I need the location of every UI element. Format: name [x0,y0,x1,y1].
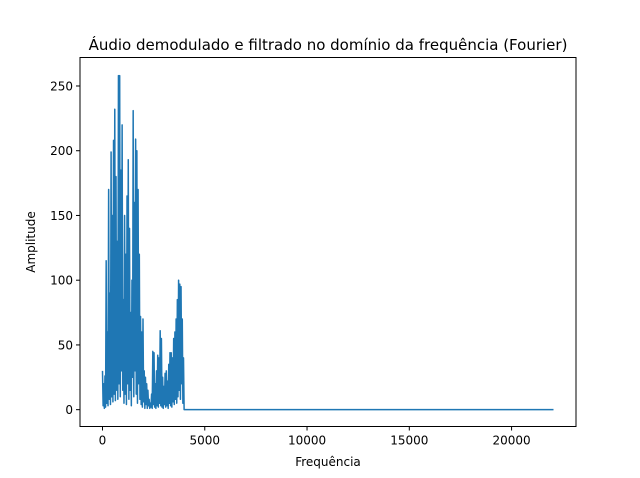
plot-frame [79,57,577,427]
x-tick-label: 0 [99,434,107,448]
chart-title: Áudio demodulado e filtrado no domínio d… [89,35,568,54]
x-tick-label: 10000 [288,434,326,448]
y-tick-label: 100 [50,274,73,288]
x-tick-label: 5000 [189,434,220,448]
plot-area [80,57,576,427]
y-tick-label: 0 [65,403,73,417]
y-axis-label: Amplitude [24,211,38,273]
y-tick-label: 150 [50,209,73,223]
x-tick-label: 20000 [492,434,530,448]
series-line-0 [101,74,554,411]
x-axis-label: Frequência [295,455,361,469]
x-tick-label: 15000 [390,434,428,448]
data-layer [101,74,554,411]
y-axis-ticks: 0 50 100 150 200 250 [50,79,80,417]
y-tick-label: 50 [58,338,73,352]
y-tick-label: 250 [50,79,73,93]
x-axis-ticks: 0 5000 10000 15000 20000 [99,426,531,448]
y-tick-label: 200 [50,144,73,158]
